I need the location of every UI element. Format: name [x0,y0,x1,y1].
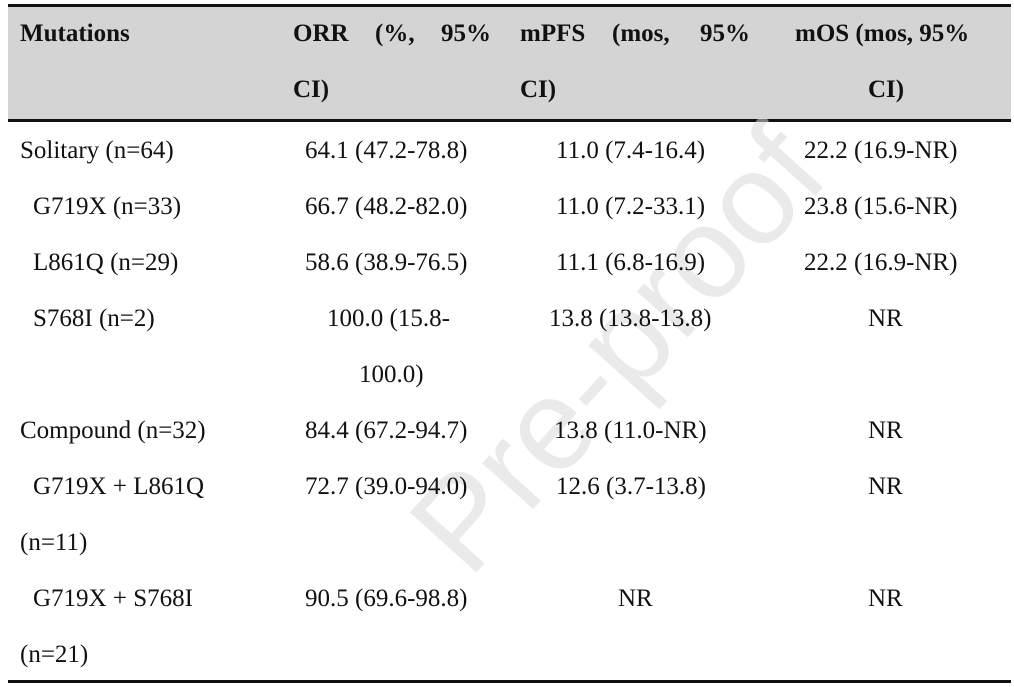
cell-mos: NR [868,417,903,444]
header-orr-ci: CI) [293,76,330,103]
header-mpfs-word1: mPFS [520,20,586,47]
cell-orr: 90.5 (69.6-98.8) [305,585,468,612]
cell-mutation-line2: (n=21) [20,641,89,668]
cell-mos: NR [868,305,903,332]
cell-mpfs: 11.0 (7.2-33.1) [556,193,706,220]
cell-mutation: Compound (n=32) [20,417,206,444]
header-orr-word3: 95% [441,20,491,47]
cell-mutation: G719X (n=33) [33,193,182,220]
header-mpfs-word2: (mos, [612,20,670,47]
cell-mutation-line1: G719X + L861Q [33,473,205,500]
header-mos-ci: CI) [868,76,905,103]
header-rule [8,119,1011,122]
cell-mpfs: 13.8 (11.0-NR) [554,417,707,444]
cell-mpfs: NR [618,585,653,612]
cell-orr: 64.1 (47.2-78.8) [305,137,468,164]
header-orr-word1: ORR [293,20,349,47]
cell-orr-line1: 100.0 (15.8- [327,305,450,332]
cell-mutation-line2: (n=11) [20,529,88,556]
cell-orr: 84.4 (67.2-94.7) [305,417,468,444]
cell-mos: NR [868,473,903,500]
cell-mutation: S768I (n=2) [33,305,155,332]
cell-mpfs: 11.0 (7.4-16.4) [556,137,706,164]
header-mpfs-word3: 95% [700,20,750,47]
cell-mpfs: 12.6 (3.7-13.8) [556,473,706,500]
cell-mos: 23.8 (15.6-NR) [804,193,958,220]
cell-mutation-line1: G719X + S768I [33,585,193,612]
cell-orr: 72.7 (39.0-94.0) [305,473,468,500]
header-orr-word2: (%, [375,20,415,47]
table-header-background [8,7,1011,119]
top-rule [8,4,1011,7]
header-mutations: Mutations [20,20,130,47]
cell-mos: 22.2 (16.9-NR) [804,137,958,164]
cell-mos: 22.2 (16.9-NR) [804,249,958,276]
watermark-text: Pre-proof [381,98,853,600]
cell-orr-line2: 100.0) [359,361,424,388]
cell-mpfs: 13.8 (13.8-13.8) [549,305,712,332]
cell-orr: 58.6 (38.9-76.5) [305,249,468,276]
cell-mpfs: 11.1 (6.8-16.9) [556,249,706,276]
cell-mutation: Solitary (n=64) [20,137,174,164]
cell-mos: NR [868,585,903,612]
bottom-rule [8,680,1011,683]
cell-mutation: L861Q (n=29) [33,249,179,276]
cell-orr: 66.7 (48.2-82.0) [305,193,468,220]
header-mpfs-ci: CI) [520,76,557,103]
header-mos: mOS (mos, 95% [795,20,970,47]
